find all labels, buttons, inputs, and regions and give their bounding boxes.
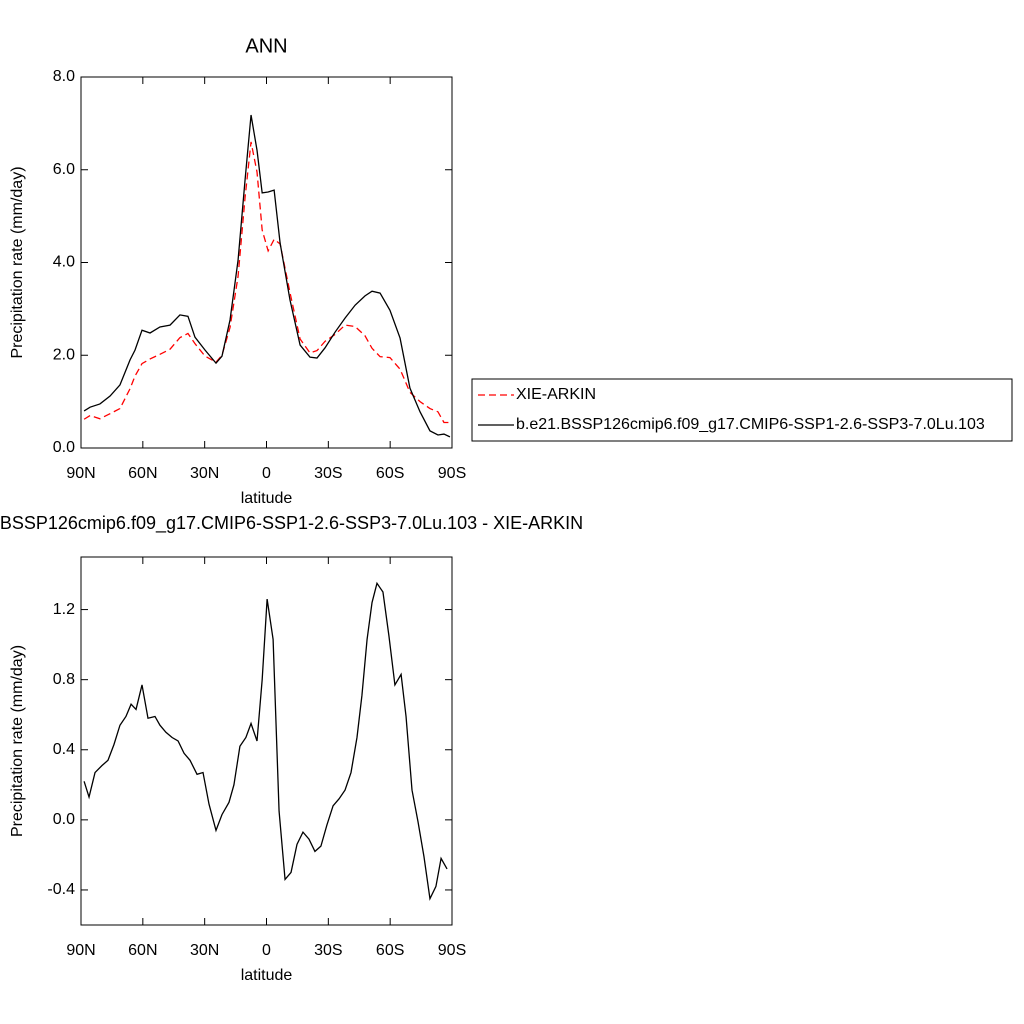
x-tick-label: 30S [314,942,342,959]
chart-title: ANN [245,35,287,57]
x-tick-label: 90S [438,465,466,482]
y-tick-label: 4.0 [53,254,75,271]
legend-box [471,378,1013,442]
x-tick-label: 90N [66,465,95,482]
legend-label: XIE-ARKIN [516,386,596,403]
data-line [83,114,451,438]
x-tick-label: 90S [438,942,466,959]
y-axis-title: Precipitation rate (mm/day) [9,166,26,358]
data-line [83,141,450,424]
x-tick-label: 30N [190,942,219,959]
x-tick-label: 60N [128,465,157,482]
x-tick-label: 0 [262,465,271,482]
legend: XIE-ARKIN b.e21.BSSP126cmip6.f09_g17.CMIP… [471,378,1013,442]
y-tick-label: 8.0 [53,68,75,85]
plot-frame [80,76,453,449]
y-tick-label: 2.0 [53,346,75,363]
x-tick-label: 30S [314,465,342,482]
y-tick-label: 0.0 [53,811,75,828]
y-tick-label: 6.0 [53,161,75,178]
y-tick-label: 0.0 [53,439,75,456]
x-tick-label: 60S [376,942,404,959]
y-tick-label: 1.2 [53,601,75,618]
x-tick-label: 0 [262,942,271,959]
chart-title: b.e21.BSSP126cmip6.f09_g17.CMIP6-SSP1-2.… [0,513,583,534]
x-tick-label: 60S [376,465,404,482]
x-axis-title: latitude [241,490,293,507]
y-axis-title: Precipitation rate (mm/day) [9,645,26,837]
x-tick-label: 60N [128,942,157,959]
data-line [83,581,448,901]
x-tick-label: 90N [66,942,95,959]
x-axis-title: latitude [241,967,293,984]
x-tick-label: 30N [190,465,219,482]
legend-label: b.e21.BSSP126cmip6.f09_g17.CMIP6-SSP1-2.… [516,416,985,433]
y-tick-label: 0.4 [53,741,75,758]
y-tick-label: -0.4 [47,881,75,898]
y-tick-label: 0.8 [53,671,75,688]
